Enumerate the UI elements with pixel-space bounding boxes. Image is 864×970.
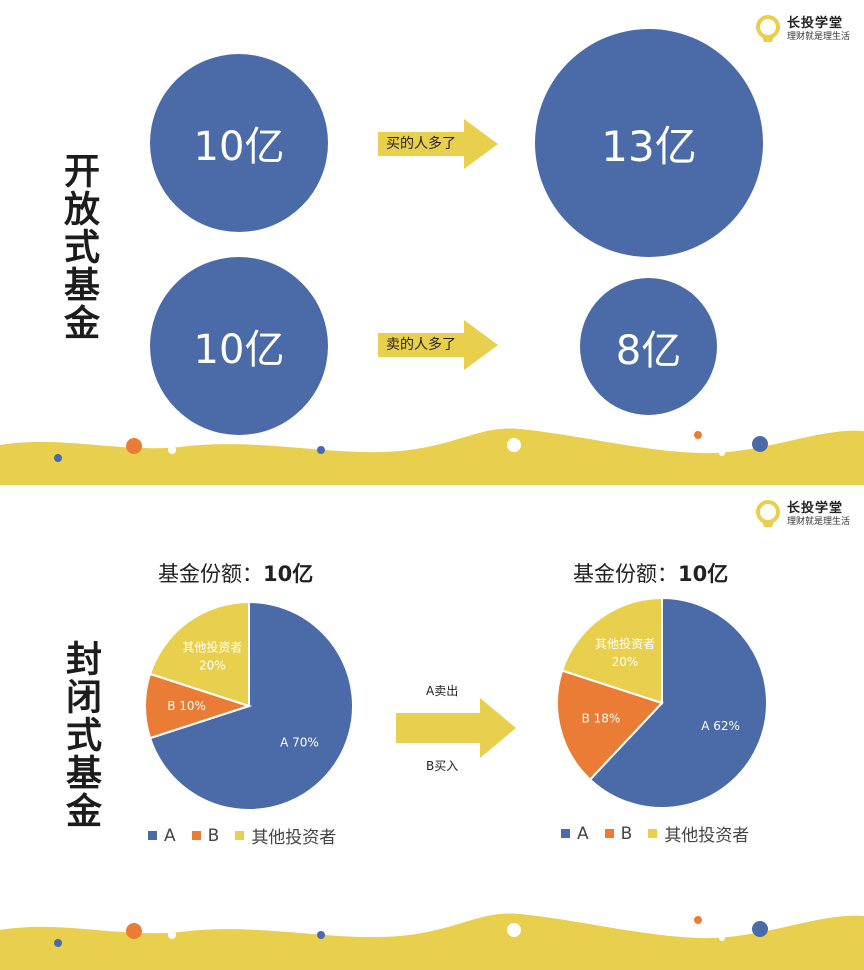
row1-arrow: 买的人多了 [378,119,498,169]
closed-fund-panel: 长投学堂 理财就是理生活 封闭式基金 基金份额：10亿 A 70% B 10% 其他… [0,485,864,970]
row2-before-circle: 10亿 [150,257,328,435]
row2-action-label: 卖的人多了 [386,337,456,353]
chart2-title-value: 10亿 [678,562,729,586]
row2-before-value: 10亿 [193,327,285,373]
row1-after-circle: 13亿 [535,29,763,257]
chart1-legend: A B 其他投资者 [148,823,352,848]
brand-logo: 长投学堂 理财就是理生活 [753,499,850,529]
chart1-title: 基金份额：10亿 [158,558,313,588]
chart1-title-value: 10亿 [263,562,314,586]
legend-item-a: A [148,826,176,846]
legend-item-a: A [561,824,589,844]
pie-label-others: 其他投资者 20% [595,636,655,669]
decorative-wave [0,913,864,970]
row1-before-value: 10亿 [193,124,285,170]
brand-tagline: 理财就是理生活 [786,516,850,527]
chart2-title: 基金份额：10亿 [573,558,728,588]
pie-slice-a [588,596,768,809]
pie-slice-others [148,600,250,708]
legend-item-others: 其他投资者 [235,823,336,848]
brand-name: 长投学堂 [786,15,843,31]
right-arrow-icon [396,698,516,758]
pie-label-a: A 70% [280,736,319,750]
closed-fund-title: 封闭式基金 [60,640,101,830]
pie-label-b: B 18% [582,712,621,726]
row2-after-value: 8亿 [615,327,682,374]
right-arrow-icon [378,119,498,169]
legend-item-b: B [604,824,632,844]
row1-before-circle: 10亿 [150,54,328,232]
lightbulb-icon [755,500,780,527]
row2-arrow: 卖的人多了 [378,320,498,370]
transfer-top-label: A卖出 [426,684,459,698]
chart2-pie: A 62% B 18% 其他投资者 20% [556,596,768,809]
row1-action-label: 买的人多了 [386,136,456,152]
brand-name: 长投学堂 [786,500,843,516]
chart2-legend: A B 其他投资者 [561,821,765,846]
chart2-title-prefix: 基金份额： [573,562,678,586]
pie-slice-others [560,596,663,705]
transfer-bottom-label: B买入 [426,759,459,773]
pie-slice-b [556,669,664,781]
chart1-title-prefix: 基金份额： [158,562,263,586]
decorative-wave [0,428,864,485]
row2-after-circle: 8亿 [580,278,717,415]
pie-label-a: A 62% [701,719,740,733]
pie-label-others: 其他投资者 20% [182,640,242,673]
right-arrow-icon [378,320,498,370]
legend-item-b: B [191,826,219,846]
pie-label-b: B 10% [167,699,206,713]
open-fund-title: 开放式基金 [58,152,99,342]
lightbulb-icon [755,15,780,42]
chart1-pie: A 70% B 10% 其他投资者 20% [144,600,354,811]
brand-tagline: 理财就是理生活 [786,31,850,42]
legend-item-others: 其他投资者 [648,821,749,846]
row1-after-value: 13亿 [601,121,697,171]
brand-logo: 长投学堂 理财就是理生活 [753,14,850,44]
open-fund-panel: 长投学堂 理财就是理生活 开放式基金 10亿 买的人多了 13亿 10亿 卖的人… [0,14,864,485]
